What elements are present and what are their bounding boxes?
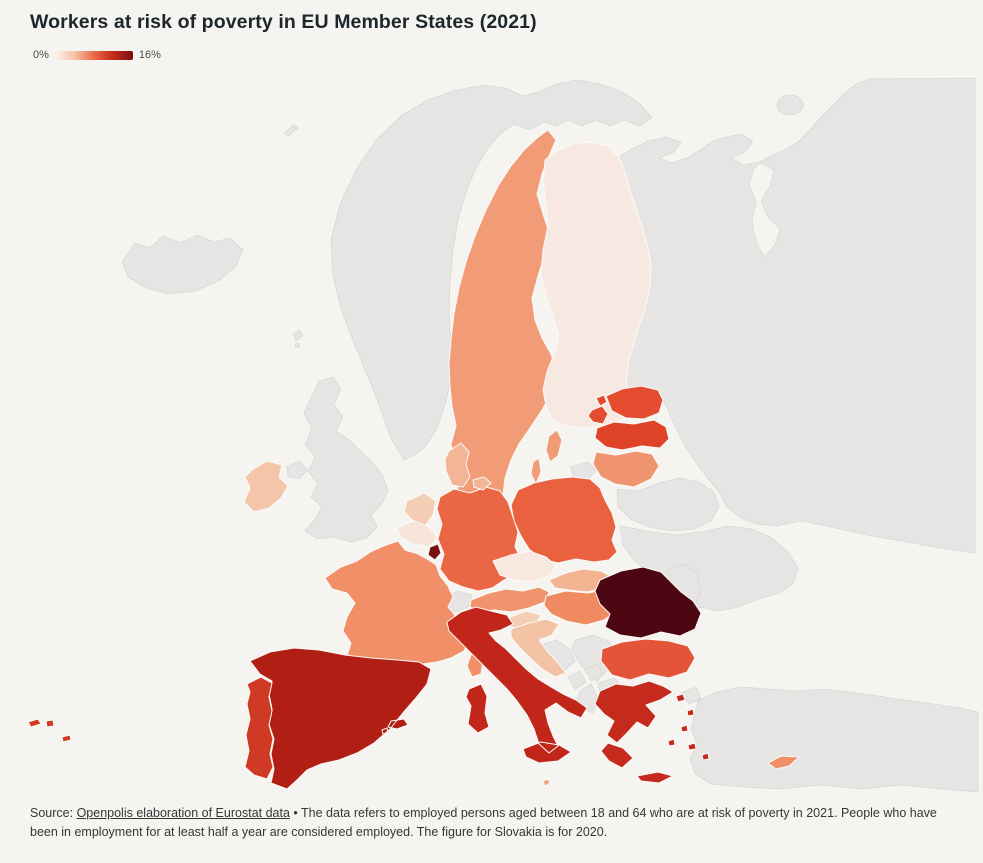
country-malta[interactable]: [542, 778, 551, 787]
country-romania[interactable]: [594, 566, 702, 639]
footnote-text: The data refers to employed persons aged…: [30, 806, 937, 840]
country-cyprus[interactable]: [767, 755, 800, 770]
country-united-kingdom: [286, 376, 389, 543]
country-kosovo: [585, 663, 604, 682]
country-belarus: [616, 477, 720, 532]
separator-bullet: •: [293, 806, 298, 820]
country-italy[interactable]: [446, 606, 588, 764]
country-iceland: [121, 234, 244, 295]
country-montenegro: [567, 670, 587, 690]
country-sweden[interactable]: [448, 129, 563, 541]
country-lithuania[interactable]: [592, 450, 660, 488]
country-belgium[interactable]: [396, 520, 438, 548]
region-kaliningrad: [570, 461, 597, 480]
country-estonia[interactable]: [587, 385, 664, 425]
page-title: Workers at risk of poverty in EU Member …: [30, 11, 537, 33]
country-norway: [330, 79, 653, 461]
color-scale-legend: 0% 16%: [33, 48, 161, 62]
country-denmark[interactable]: [444, 442, 492, 491]
legend-min-label: 0%: [33, 49, 49, 61]
country-croatia[interactable]: [510, 618, 567, 678]
country-poland[interactable]: [510, 476, 618, 564]
country-greece[interactable]: [594, 680, 710, 784]
country-netherlands[interactable]: [403, 492, 437, 527]
source-label: Source:: [30, 806, 74, 820]
legend-gradient-bar: [54, 50, 133, 60]
country-czechia[interactable]: [492, 550, 557, 583]
source-link[interactable]: Openpolis elaboration of Eurostat data: [76, 806, 290, 820]
country-turkey: [680, 686, 979, 793]
country-bulgaria[interactable]: [600, 638, 696, 681]
white-sea: [748, 162, 781, 258]
country-ireland[interactable]: [243, 460, 289, 513]
island-jan-mayen: [283, 124, 299, 137]
legend-max-label: 16%: [138, 49, 161, 61]
country-portugal[interactable]: [27, 676, 274, 780]
island-faroe: [292, 329, 304, 349]
country-luxembourg[interactable]: [427, 543, 442, 561]
island-kolguyev: [776, 94, 804, 116]
country-latvia[interactable]: [594, 419, 670, 451]
source-note: Source: Openpolis elaboration of Eurosta…: [30, 804, 958, 843]
country-spain[interactable]: [249, 647, 432, 790]
